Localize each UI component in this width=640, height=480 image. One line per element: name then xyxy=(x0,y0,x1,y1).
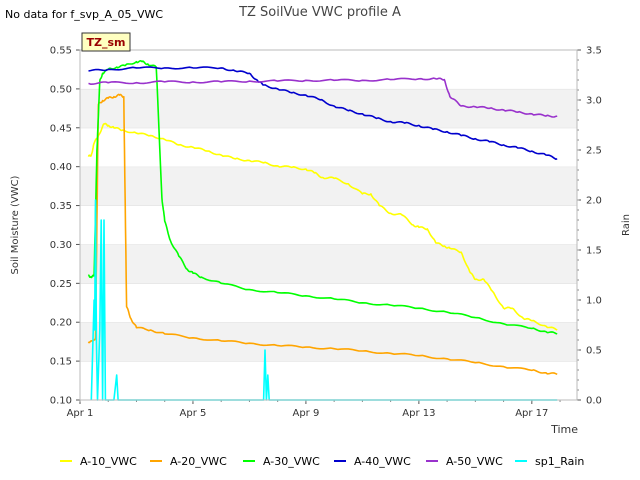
chart-title: TZ SoilVue VWC profile A xyxy=(238,5,401,20)
axis-ticks: 0.10 0.15 0.20 0.25 0.30 0.35 0.40 0.45 0.50 0.55… xyxy=(50,46,602,420)
y-tick-label-left: 0.40 xyxy=(50,162,72,173)
x-tick-label: Apr 13 xyxy=(402,408,435,419)
y-tick-label-right: 2.5 xyxy=(586,146,602,157)
y-tick-label-left: 0.15 xyxy=(50,357,72,368)
legend-label: sp1_Rain xyxy=(535,455,584,468)
legend-label: A-30_VWC xyxy=(263,455,320,468)
legend-label: A-50_VWC xyxy=(446,455,503,468)
y-axis-label-left: Soil Moisture (VWC) xyxy=(10,175,21,274)
grid-band xyxy=(80,88,577,128)
grid-band xyxy=(80,205,577,245)
data-series xyxy=(87,59,558,401)
series-line-a-10-vwc xyxy=(87,122,558,331)
grid-band xyxy=(80,166,577,206)
legend-label: A-40_VWC xyxy=(354,455,411,468)
series-line-a-50-vwc xyxy=(88,77,558,118)
x-axis-label: Time xyxy=(550,423,578,436)
y-tick-label-left: 0.55 xyxy=(50,46,72,57)
x-tick-label: Apr 1 xyxy=(67,408,94,419)
legend: A-10_VWC A-20_VWC A-30_VWC A-40_VWC A-50_VWC… xyxy=(60,455,584,468)
grid-band xyxy=(80,244,577,284)
y-tick-label-left: 0.35 xyxy=(50,201,72,212)
grid-band xyxy=(80,127,577,167)
y-tick-label-right: 3.5 xyxy=(586,46,602,57)
legend-label: A-10_VWC xyxy=(80,455,137,468)
x-tick-label: Apr 9 xyxy=(292,408,319,419)
no-data-note: No data for f_svp_A_05_VWC xyxy=(5,8,163,21)
y-tick-label-left: 0.50 xyxy=(50,84,72,95)
site-badge-box xyxy=(81,32,131,52)
grid-band xyxy=(80,361,577,400)
y-axis-label-right: Rain xyxy=(621,214,632,236)
y-tick-label-left: 0.25 xyxy=(50,279,72,290)
y-tick-label-right: 1.0 xyxy=(586,296,602,307)
grid-band xyxy=(80,283,577,323)
plot-frame xyxy=(79,49,578,401)
legend-label: A-20_VWC xyxy=(170,455,227,468)
grid-band xyxy=(80,322,577,362)
y-tick-label-right: 0.0 xyxy=(586,396,602,407)
y-tick-label-left: 0.45 xyxy=(50,123,72,134)
grid-band xyxy=(80,50,577,89)
series-line-a-20-vwc xyxy=(87,93,558,376)
site-badge: TZ_sm xyxy=(81,32,131,52)
y-tick-label-right: 0.5 xyxy=(586,346,602,357)
site-badge-label: TZ_sm xyxy=(87,36,126,49)
y-tick-label-right: 2.0 xyxy=(586,196,602,207)
y-tick-label-left: 0.30 xyxy=(50,240,72,251)
y-tick-label-right: 1.5 xyxy=(586,246,602,257)
series-line-a-40-vwc xyxy=(88,66,558,160)
x-tick-label: Apr 5 xyxy=(180,408,207,419)
y-tick-label-left: 0.20 xyxy=(50,318,72,329)
x-tick-label: Apr 17 xyxy=(515,408,548,419)
y-tick-label-right: 3.0 xyxy=(586,96,602,107)
y-tick-label-left: 0.10 xyxy=(50,396,72,407)
